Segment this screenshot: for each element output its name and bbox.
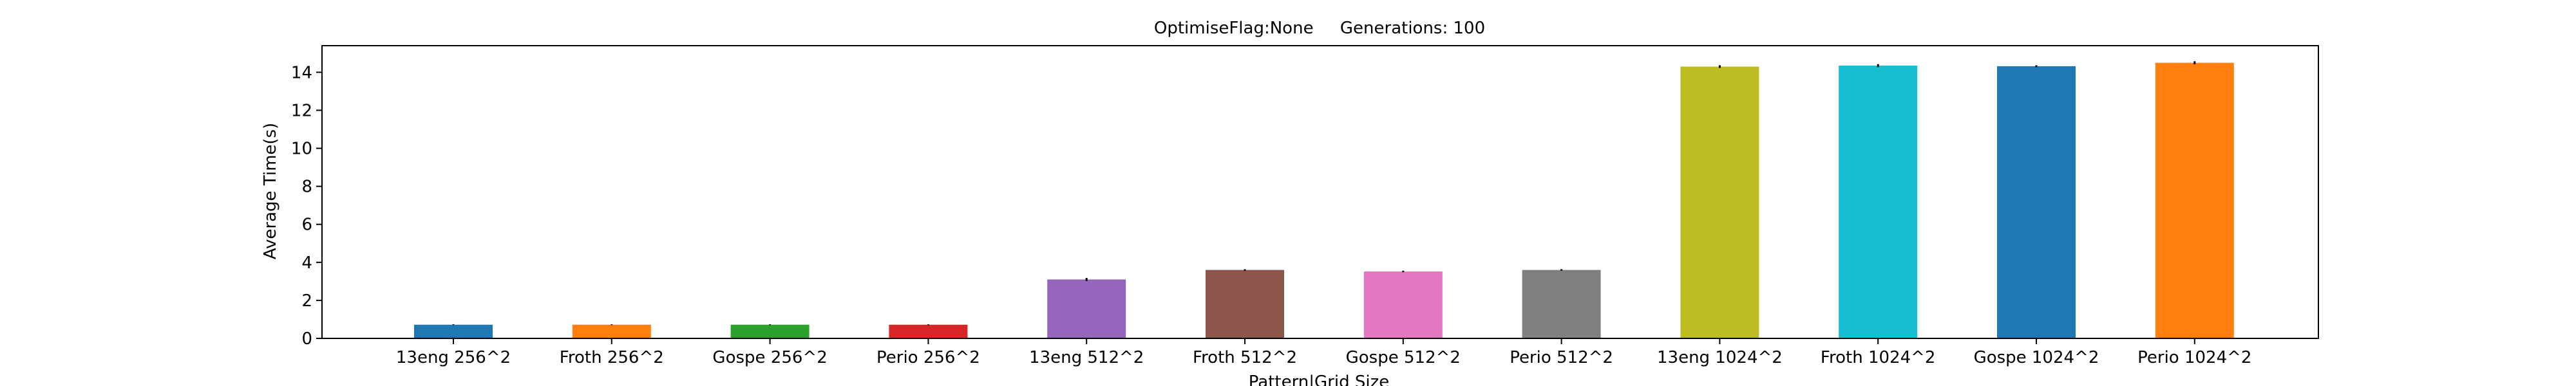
bar-1 (572, 324, 651, 338)
y-tick-label-6: 12 (291, 101, 312, 120)
x-axis: 13eng 256^2 Froth 256^2 Gospe 256^2 Perio 2… (396, 338, 2251, 367)
bar-0 (414, 324, 493, 338)
y-tick-label-4: 8 (301, 178, 312, 197)
x-tick-label-2: Gospe 256^2 (712, 348, 827, 367)
bar-group (414, 62, 2234, 338)
bar-7 (1522, 270, 1601, 338)
y-tick-label-1: 2 (301, 291, 312, 311)
chart-title: OptimiseFlag:None Generations: 100 (1154, 19, 1485, 38)
y-tick-label-5: 10 (291, 140, 312, 159)
x-axis-label: Pattern|Grid Size (1249, 372, 1390, 386)
x-tick-label-8: 13eng 1024^2 (1657, 348, 1783, 367)
y-axis: 0 2 4 6 8 10 12 14 (291, 63, 322, 349)
error-bar-group (452, 61, 2196, 326)
x-tick-label-6: Gospe 512^2 (1346, 348, 1461, 367)
y-tick-label-0: 0 (301, 329, 312, 349)
x-tick-label-1: Froth 256^2 (560, 348, 664, 367)
x-tick-label-11: Perio 1024^2 (2137, 348, 2251, 367)
bar-8 (1680, 66, 1759, 338)
bar-10 (1997, 66, 2076, 338)
x-tick-label-10: Gospe 1024^2 (1974, 348, 2099, 367)
x-tick-label-4: 13eng 512^2 (1029, 348, 1144, 367)
x-tick-label-3: Perio 256^2 (876, 348, 980, 367)
bar-5 (1206, 270, 1284, 338)
bar-3 (889, 324, 968, 338)
x-tick-label-7: Perio 512^2 (1510, 348, 1613, 367)
bar-6 (1363, 271, 1443, 338)
bar-11 (2155, 62, 2234, 338)
y-tick-label-3: 6 (301, 216, 312, 235)
bar-9 (1839, 66, 1918, 338)
y-tick-label-2: 4 (301, 253, 312, 273)
bar-2 (730, 324, 810, 338)
plot-frame (321, 45, 2319, 339)
y-axis-label: Average Time(s) (261, 123, 280, 260)
x-tick-label-9: Froth 1024^2 (1821, 348, 1936, 367)
x-tick-label-0: 13eng 256^2 (396, 348, 511, 367)
x-tick-label-5: Froth 512^2 (1193, 348, 1297, 367)
bar-4 (1047, 279, 1126, 338)
y-tick-label-7: 14 (291, 63, 312, 82)
